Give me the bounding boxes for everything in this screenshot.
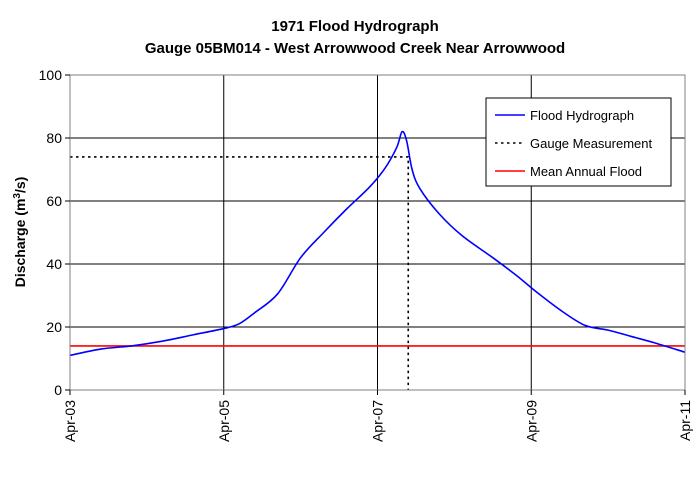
chart-subtitle: Gauge 05BM014 - West Arrowwood Creek Nea… bbox=[145, 40, 565, 57]
y-axis-label: Discharge (m3/s) bbox=[12, 177, 29, 288]
y-tick-label: 20 bbox=[46, 319, 62, 335]
x-tick-label: Apr-11 bbox=[677, 400, 693, 441]
y-tick-label: 100 bbox=[39, 67, 63, 83]
legend-label: Flood Hydrograph bbox=[530, 108, 634, 123]
series-line-gauge-measurement bbox=[70, 156, 410, 390]
x-tick-label: Apr-09 bbox=[523, 400, 539, 442]
y-tick-label: 60 bbox=[46, 193, 62, 209]
series-line-flood-hydrograph bbox=[69, 130, 686, 357]
x-axis-ticks: Apr-03 Apr-05 Apr-07 Apr-09 Apr-11 bbox=[62, 390, 693, 442]
y-axis-label-end: /s) bbox=[12, 177, 28, 193]
y-axis-label-main: Discharge (m bbox=[12, 199, 28, 288]
y-tick-label: 0 bbox=[54, 382, 62, 398]
legend: Flood Hydrograph Gauge Measurement Mean An… bbox=[485, 97, 672, 187]
legend-label: Mean Annual Flood bbox=[530, 164, 642, 179]
x-tick-label: Apr-05 bbox=[216, 400, 232, 442]
y-axis-label-superscript: 3 bbox=[12, 193, 23, 199]
legend-label: Gauge Measurement bbox=[530, 136, 653, 151]
y-tick-label: 40 bbox=[46, 256, 62, 272]
y-tick-label: 80 bbox=[46, 130, 62, 146]
series-layer bbox=[69, 130, 686, 390]
x-tick-label: Apr-03 bbox=[62, 400, 78, 442]
y-axis-ticks: 0 20 40 60 80 100 bbox=[39, 67, 70, 398]
chart-title: 1971 Flood Hydrograph bbox=[271, 18, 439, 35]
x-tick-label: Apr-07 bbox=[370, 400, 386, 442]
